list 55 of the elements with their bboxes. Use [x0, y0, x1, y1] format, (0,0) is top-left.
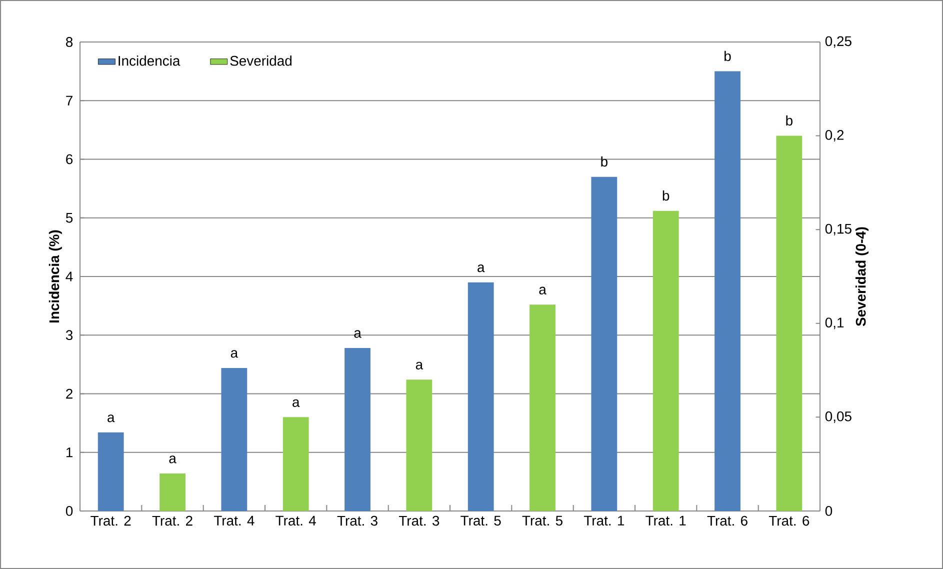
- annotation: b: [662, 190, 670, 201]
- legend-label: Incidencia: [118, 56, 180, 66]
- bar: [652, 210, 679, 511]
- x-tick-label: Trat. 2: [90, 516, 131, 526]
- y-tick-label: 8: [66, 37, 73, 47]
- x-tick-label: Trat. 4: [214, 516, 254, 526]
- bar: [591, 176, 618, 511]
- bar: [98, 432, 124, 511]
- bar: [221, 368, 248, 511]
- x-tick-label: Trat. 3: [337, 516, 378, 526]
- x-tick-label: Trat. 1: [646, 516, 686, 526]
- y2-tick-label: 0,25: [825, 36, 852, 48]
- x-tick-label: Trat. 2: [152, 516, 192, 526]
- annotation: b: [724, 50, 731, 62]
- bar: [468, 282, 494, 511]
- y2-tick-label: 0: [825, 506, 832, 516]
- legend-label: Severidad: [230, 56, 292, 66]
- x-tick-label: Trat. 3: [398, 516, 440, 526]
- y-tick-label: 1: [66, 448, 72, 458]
- bar: [530, 304, 556, 511]
- y2-tick-label: 0,2: [825, 130, 844, 142]
- annotation: b: [786, 115, 792, 126]
- annotation: a: [539, 286, 546, 294]
- annotation: a: [230, 350, 238, 358]
- bar: [714, 71, 740, 511]
- y-tick-label: 6: [66, 154, 73, 164]
- x-tick-label: Trat. 4: [276, 516, 316, 526]
- bar: [344, 348, 370, 511]
- y2-tick-label: 0,15: [825, 224, 852, 236]
- x-tick-label: Trat. 6: [707, 516, 748, 526]
- x-tick-label: Trat. 5: [460, 516, 501, 526]
- bar: [406, 380, 432, 511]
- y2-axis-title: Severidad (0-4): [856, 227, 868, 326]
- annotation: a: [478, 264, 485, 272]
- x-tick-label: Trat. 6: [768, 516, 810, 526]
- y-tick-label: 5: [66, 213, 73, 223]
- annotation: a: [416, 362, 424, 370]
- bar: [160, 473, 186, 511]
- x-tick-label: Trat. 1: [584, 516, 624, 526]
- y-tick-label: 7: [66, 96, 72, 106]
- y-tick-label: 0: [66, 506, 73, 516]
- annotation: a: [169, 456, 176, 464]
- x-tick-label: Trat. 5: [522, 516, 562, 526]
- y-tick-label: 3: [66, 330, 73, 340]
- y-tick-label: 4: [66, 272, 73, 282]
- annotation: a: [292, 399, 300, 407]
- annotation: a: [354, 330, 362, 338]
- bar: [282, 417, 309, 511]
- y2-tick-label: 0,1: [825, 318, 844, 330]
- annotation: a: [108, 414, 115, 422]
- y-tick-label: 2: [66, 388, 72, 399]
- annotation: b: [601, 156, 608, 167]
- y2-tick-label: 0,05: [825, 411, 852, 423]
- bar: [776, 136, 802, 511]
- y-axis-title: Incidencia (%): [48, 230, 62, 322]
